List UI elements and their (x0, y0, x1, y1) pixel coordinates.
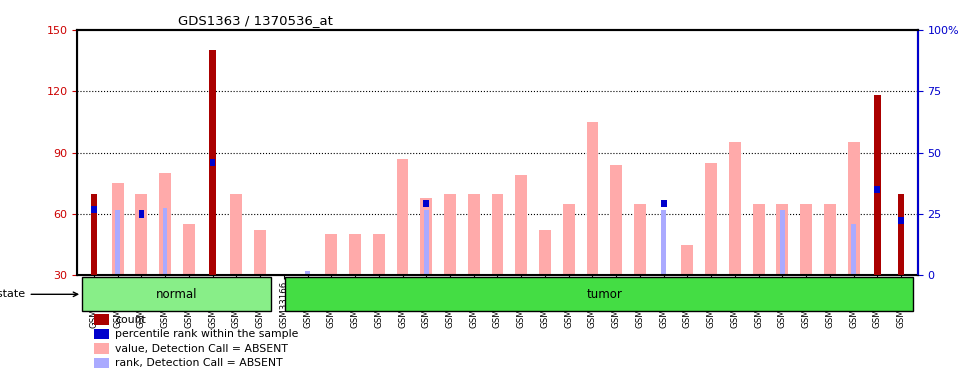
Bar (824, 204, 836, 275)
Bar (847, 142, 860, 275)
Bar (661, 200, 667, 207)
Bar (539, 230, 551, 275)
Bar (94, 329, 109, 339)
Bar (305, 271, 310, 275)
Bar (349, 234, 361, 275)
Bar (898, 217, 904, 224)
Bar (851, 224, 856, 275)
Bar (112, 183, 124, 275)
Bar (135, 194, 147, 275)
Bar (163, 208, 167, 275)
Text: normal: normal (156, 288, 198, 301)
Text: rank, Detection Call = ABSENT: rank, Detection Call = ABSENT (115, 358, 283, 368)
Bar (444, 194, 456, 275)
Bar (897, 194, 904, 275)
Bar (586, 122, 598, 275)
Bar (138, 210, 144, 218)
Bar (423, 200, 429, 207)
Bar (611, 165, 622, 275)
Text: percentile rank within the sample: percentile rank within the sample (115, 329, 298, 339)
Bar (94, 358, 109, 368)
Bar (874, 186, 880, 193)
Bar (420, 198, 432, 275)
Bar (424, 210, 429, 275)
Bar (563, 204, 575, 275)
Text: GDS1363 / 1370536_at: GDS1363 / 1370536_at (178, 15, 333, 27)
Bar (254, 230, 266, 275)
FancyBboxPatch shape (285, 277, 913, 311)
Text: value, Detection Call = ABSENT: value, Detection Call = ABSENT (115, 344, 288, 354)
Bar (681, 244, 694, 275)
Bar (729, 142, 741, 275)
Bar (94, 314, 109, 325)
Bar (373, 234, 384, 275)
Bar (397, 159, 409, 275)
Bar (800, 204, 812, 275)
Bar (705, 163, 717, 275)
Bar (159, 173, 171, 275)
Bar (94, 344, 109, 354)
Bar (777, 204, 788, 275)
Bar (91, 194, 98, 275)
Bar (634, 204, 646, 275)
Bar (515, 175, 527, 275)
FancyBboxPatch shape (82, 277, 270, 311)
Bar (183, 224, 195, 275)
Bar (874, 95, 881, 275)
Bar (91, 206, 97, 213)
Bar (662, 210, 666, 275)
Bar (468, 194, 480, 275)
Bar (210, 51, 215, 275)
Bar (231, 194, 242, 275)
Bar (210, 159, 215, 166)
Bar (753, 204, 764, 275)
Bar (781, 210, 784, 275)
Bar (115, 210, 120, 275)
Text: disease state: disease state (0, 289, 77, 299)
Bar (492, 194, 503, 275)
Text: count: count (115, 315, 146, 325)
Bar (326, 234, 337, 275)
Text: tumor: tumor (586, 288, 622, 301)
